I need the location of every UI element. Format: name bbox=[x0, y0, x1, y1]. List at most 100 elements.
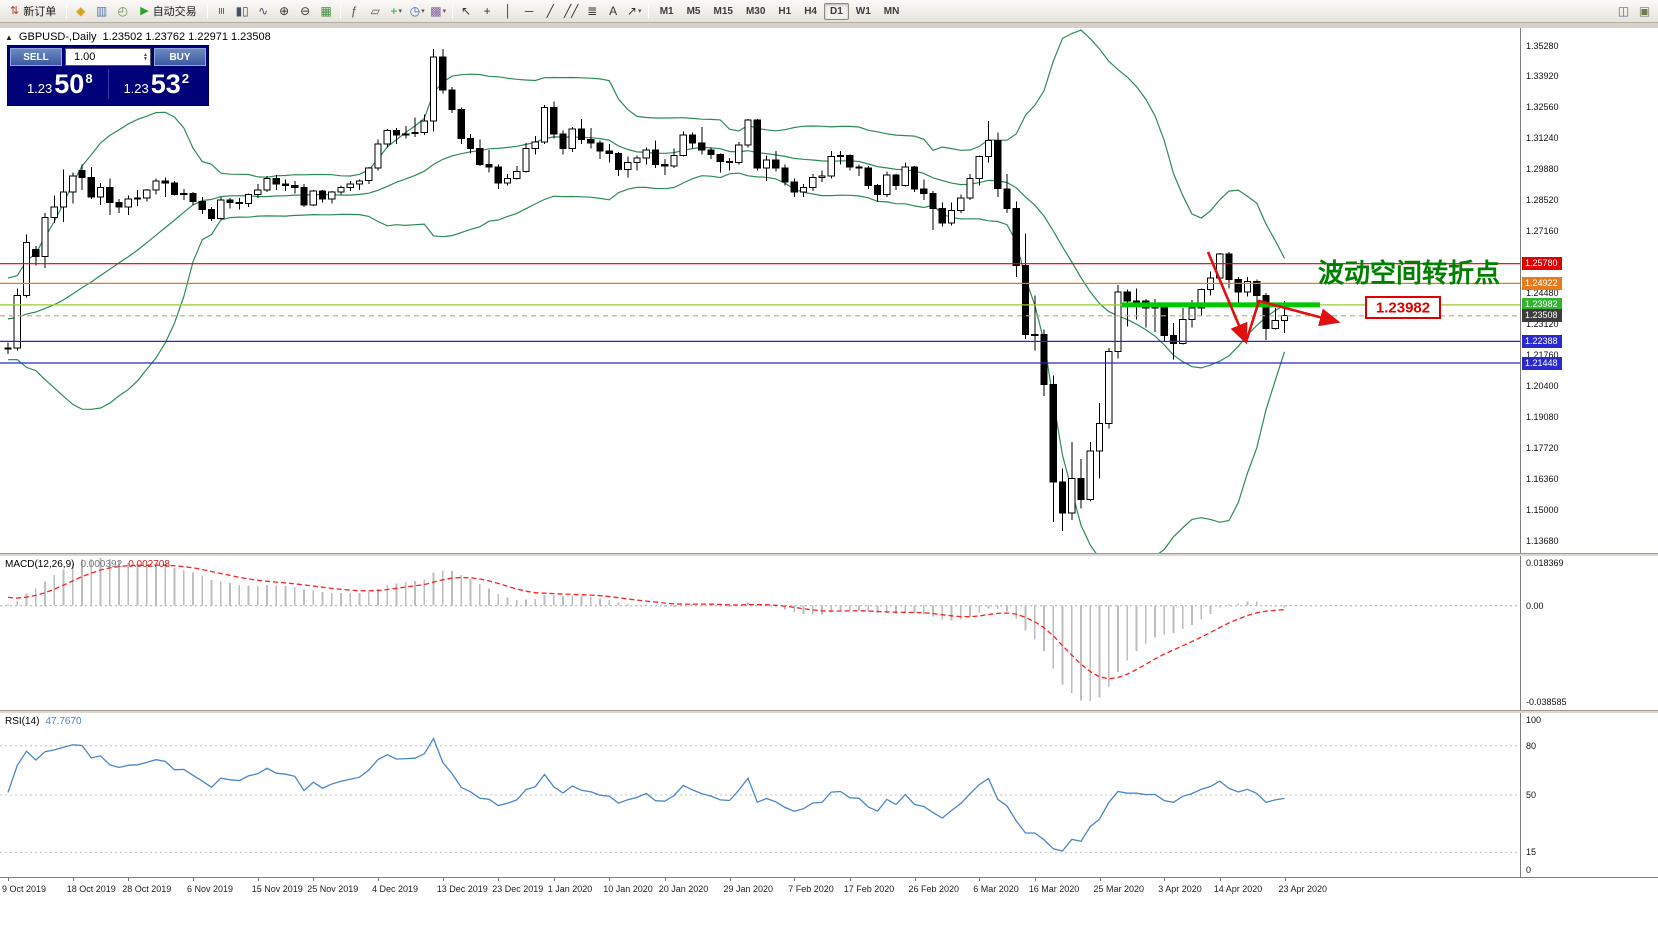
date-label: 10 Jan 2020 bbox=[603, 884, 653, 894]
annotation-arrow-2[interactable] bbox=[1244, 299, 1341, 343]
crosshair-tool-icon[interactable]: + bbox=[483, 4, 491, 18]
volume-input[interactable]: 1.00 ▲ ▼ bbox=[65, 48, 151, 66]
autotrading-button[interactable]: ▶ 自动交易 bbox=[133, 2, 203, 21]
autotrading-button-label: 自动交易 bbox=[152, 6, 197, 18]
periods-icon[interactable]: ◷ ▾ bbox=[409, 4, 425, 18]
time-tick bbox=[794, 878, 796, 881]
horizontal-line-tool-icon[interactable]: ─ bbox=[524, 4, 534, 18]
time-tick bbox=[257, 878, 259, 881]
templates-icon-dropdown[interactable]: ▾ bbox=[442, 8, 447, 15]
spinner-down-icon[interactable]: ▼ bbox=[143, 56, 148, 62]
timeframe-w1[interactable]: W1 bbox=[855, 5, 871, 17]
templates-icon[interactable]: ▩ ▾ bbox=[430, 4, 447, 18]
main-price-pane: 1.23982 波动空间转折点 1.35280 1.33920 1.32560 1.31… bbox=[0, 28, 1658, 553]
add-indicator-icon[interactable]: + ▾ bbox=[390, 4, 402, 18]
macd-main-value: 0.000392 bbox=[80, 559, 123, 570]
price-callout[interactable]: 1.23982 bbox=[1365, 296, 1441, 319]
price-tick: 1.31240 bbox=[1526, 133, 1559, 144]
candlestick-mode-icon[interactable]: ▮▯ bbox=[235, 4, 249, 18]
rsi-axis[interactable]: 100 80 50 15 0 bbox=[1520, 713, 1658, 877]
timeframe-m5[interactable]: M5 bbox=[686, 5, 701, 17]
timeframe-h4[interactable]: H4 bbox=[804, 5, 817, 17]
line-price-label: 1.22388 bbox=[1522, 334, 1562, 348]
bar-chart-mode-icon[interactable]: ≡ bbox=[214, 7, 229, 15]
date-label: 23 Apr 2020 bbox=[1278, 884, 1328, 894]
date-label: 9 Oct 2019 bbox=[2, 884, 47, 894]
metaeditor-icon[interactable]: ◆ bbox=[76, 4, 86, 18]
new-chart-icon[interactable]: ▥ bbox=[96, 4, 108, 18]
fibonacci-tool-icon[interactable]: ≣ bbox=[587, 4, 598, 18]
candles bbox=[4, 49, 1289, 531]
buy-price[interactable]: 1.23 53 2 bbox=[109, 69, 205, 99]
spinner-up-icon[interactable]: ▲ bbox=[143, 52, 148, 58]
macd-signal-line bbox=[7, 564, 1285, 680]
macd-header: MACD(12,26,9) 0.000392 0.002708 bbox=[5, 559, 170, 570]
time-tick bbox=[1219, 878, 1221, 881]
volume-spinner[interactable]: ▲ ▼ bbox=[143, 52, 148, 62]
new-order-icon: ⇅ bbox=[10, 4, 20, 17]
macd-label: MACD(12,26,9) bbox=[5, 559, 75, 570]
cursor-tool-icon[interactable]: ↖ bbox=[461, 4, 472, 18]
price-tick: 1.20400 bbox=[1526, 380, 1559, 391]
price-tick: 1.33920 bbox=[1526, 71, 1559, 82]
current-price-label: 1.23508 bbox=[1522, 309, 1562, 323]
indicators-list-icon[interactable]: ƒ bbox=[350, 4, 358, 18]
channel-tool-icon[interactable]: ╱╱ bbox=[563, 4, 579, 18]
arrows-tool-icon-dropdown[interactable]: ▾ bbox=[637, 8, 642, 15]
date-label: 1 Jan 2020 bbox=[547, 884, 593, 894]
timeframe-m15[interactable]: M15 bbox=[713, 5, 733, 17]
date-label: 14 Apr 2020 bbox=[1213, 884, 1263, 894]
rsi-canvas[interactable] bbox=[0, 713, 1520, 877]
line-chart-mode-icon[interactable]: ∿ bbox=[258, 4, 269, 18]
rsi-line bbox=[7, 737, 1285, 852]
zoom-in-icon[interactable]: ⊕ bbox=[279, 4, 290, 18]
time-tick bbox=[8, 878, 9, 881]
buy-button[interactable]: BUY bbox=[154, 48, 206, 66]
vertical-line-tool-icon[interactable]: │ bbox=[504, 4, 512, 18]
macd-canvas[interactable] bbox=[0, 556, 1520, 710]
price-tick: 1.27160 bbox=[1526, 226, 1559, 237]
time-tick bbox=[1284, 878, 1286, 881]
periods-icon-dropdown[interactable]: ▾ bbox=[421, 8, 425, 15]
data-window-icon[interactable]: ◫ bbox=[1617, 4, 1630, 18]
timeframe-m1[interactable]: M1 bbox=[659, 5, 674, 17]
trendline-tool-icon[interactable]: ╱ bbox=[546, 4, 554, 18]
rsi-label: RSI(14) bbox=[5, 716, 40, 727]
date-label: 18 Oct 2019 bbox=[66, 884, 116, 894]
line-price-label: 1.24922 bbox=[1522, 276, 1562, 290]
full-screen-icon[interactable]: ▣ bbox=[1638, 4, 1651, 18]
pane-splitter[interactable] bbox=[0, 710, 1658, 713]
price-axis[interactable]: 1.35280 1.33920 1.32560 1.31240 1.29880 1.285… bbox=[1520, 28, 1658, 553]
timeframe-m30[interactable]: M30 bbox=[745, 5, 766, 17]
macd-axis-tick: 0.018369 bbox=[1526, 558, 1564, 568]
line-price-label: 1.21448 bbox=[1522, 356, 1562, 370]
zoom-out-icon[interactable]: ⊖ bbox=[300, 4, 311, 18]
new-order-button[interactable]: ⇅ 新订单 bbox=[3, 2, 63, 21]
arrows-tool-icon[interactable]: ↗ ▾ bbox=[626, 4, 642, 18]
time-tick bbox=[1099, 878, 1101, 881]
timeframe-d1[interactable]: D1 bbox=[824, 2, 849, 20]
timeframe-mn[interactable]: MN bbox=[883, 5, 900, 17]
sell-price[interactable]: 1.23 50 8 bbox=[12, 69, 108, 99]
line-price-label: 1.25780 bbox=[1522, 257, 1562, 271]
profiles-icon[interactable]: ◴ bbox=[117, 4, 128, 18]
annotation-note[interactable]: 波动空间转折点 bbox=[1318, 258, 1500, 288]
tile-windows-icon[interactable]: ▦ bbox=[320, 4, 332, 18]
time-tick bbox=[849, 878, 851, 881]
price-tick: 1.35280 bbox=[1526, 40, 1559, 51]
annotation-arrow-1[interactable] bbox=[1206, 251, 1248, 345]
trade-panel-toggle-icon[interactable]: ▲ bbox=[5, 32, 13, 42]
objects-list-icon[interactable]: ▱ bbox=[370, 4, 380, 18]
date-label: 15 Nov 2019 bbox=[251, 884, 303, 894]
macd-axis[interactable]: 0.018369 0.00 -0.038585 bbox=[1520, 556, 1658, 710]
sell-button[interactable]: SELL bbox=[10, 48, 62, 66]
timeframe-h1[interactable]: H1 bbox=[778, 5, 792, 17]
time-tick bbox=[313, 878, 315, 881]
pane-splitter[interactable] bbox=[0, 553, 1658, 556]
svg-text:1.23982: 1.23982 bbox=[1376, 300, 1430, 317]
main-chart-canvas[interactable]: 1.23982 波动空间转折点 bbox=[0, 28, 1520, 553]
time-axis[interactable]: 9 Oct 2019 18 Oct 2019 28 Oct 2019 6 Nov 20… bbox=[0, 877, 1658, 897]
time-tick bbox=[193, 878, 194, 881]
add-indicator-icon-dropdown[interactable]: ▾ bbox=[398, 8, 402, 15]
text-tool-icon[interactable]: A bbox=[609, 4, 618, 18]
